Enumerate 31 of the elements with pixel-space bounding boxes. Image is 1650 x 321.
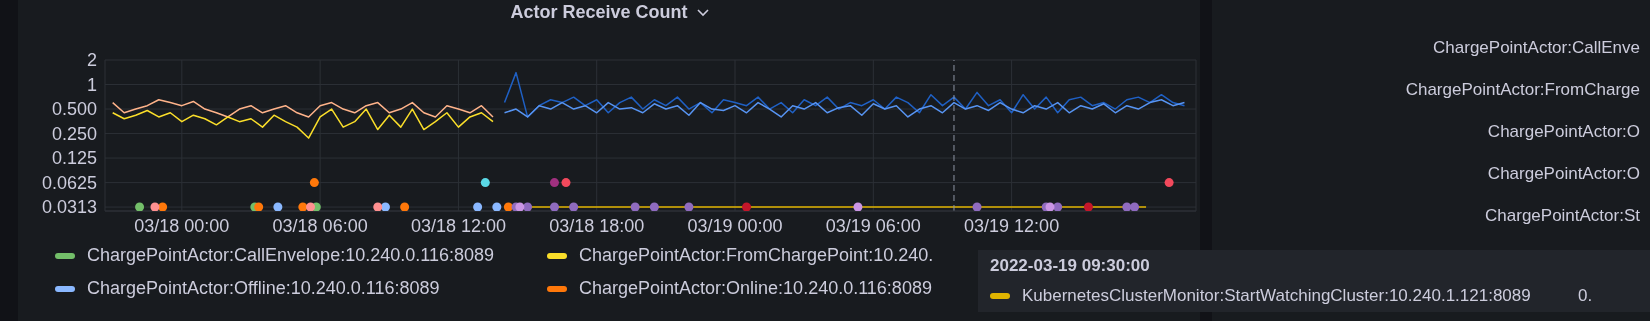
y-tick-label: 0.125 bbox=[51, 148, 97, 169]
legend-label: ChargePointActor:Online:10.240.0.116:8089 bbox=[578, 278, 932, 299]
text: 0. bbox=[1578, 286, 1593, 306]
text: ChargePointActor:FromCharge bbox=[1405, 80, 1640, 100]
x-tick-label: 03/19 06:00 bbox=[825, 215, 921, 236]
text: ChargePointActor:St bbox=[1485, 206, 1640, 226]
x-tick-label: 03/18 18:00 bbox=[549, 215, 645, 236]
legend-label: ChargePointActor:CallEnvelope:10.240.0.116:8089 bbox=[86, 245, 495, 266]
y-tick-label: 0.500 bbox=[51, 99, 97, 120]
line-series bbox=[111, 99, 494, 118]
x-tick-label: 03/18 06:00 bbox=[272, 215, 368, 236]
y-tick-label: 1 bbox=[86, 74, 97, 95]
x-tick-label: 03/18 12:00 bbox=[410, 215, 506, 236]
x-tick-label: 03/19 00:00 bbox=[687, 215, 783, 236]
y-tick-label: 0.250 bbox=[51, 123, 97, 144]
chart-title: Actor Receive Count bbox=[509, 2, 689, 23]
text: 2022-03-19 09:30:00 bbox=[990, 256, 1150, 276]
text: ChargePointActor:CallEnve bbox=[1433, 38, 1640, 58]
y-tick-label: 2 bbox=[86, 50, 97, 71]
y-tick-label: 0.0625 bbox=[41, 172, 97, 193]
legend-label: ChargePointActor:FromChargePoint:10.240. bbox=[578, 245, 934, 266]
x-tick-label: 03/18 00:00 bbox=[134, 215, 230, 236]
y-tick-label: 0.0313 bbox=[41, 197, 97, 218]
text: ChargePointActor:O bbox=[1487, 122, 1640, 142]
text: KubernetesClusterMonitor:StartWatchingCluster:10.240.1.121:8089 bbox=[1021, 286, 1531, 306]
x-tick-label: 03/19 12:00 bbox=[964, 215, 1060, 236]
line-series bbox=[111, 108, 494, 139]
line-series bbox=[503, 99, 1186, 118]
line-series bbox=[503, 71, 1186, 118]
text: ChargePointActor:O bbox=[1487, 164, 1640, 184]
legend-label: ChargePointActor:Offline:10.240.0.116:8089 bbox=[86, 278, 441, 299]
